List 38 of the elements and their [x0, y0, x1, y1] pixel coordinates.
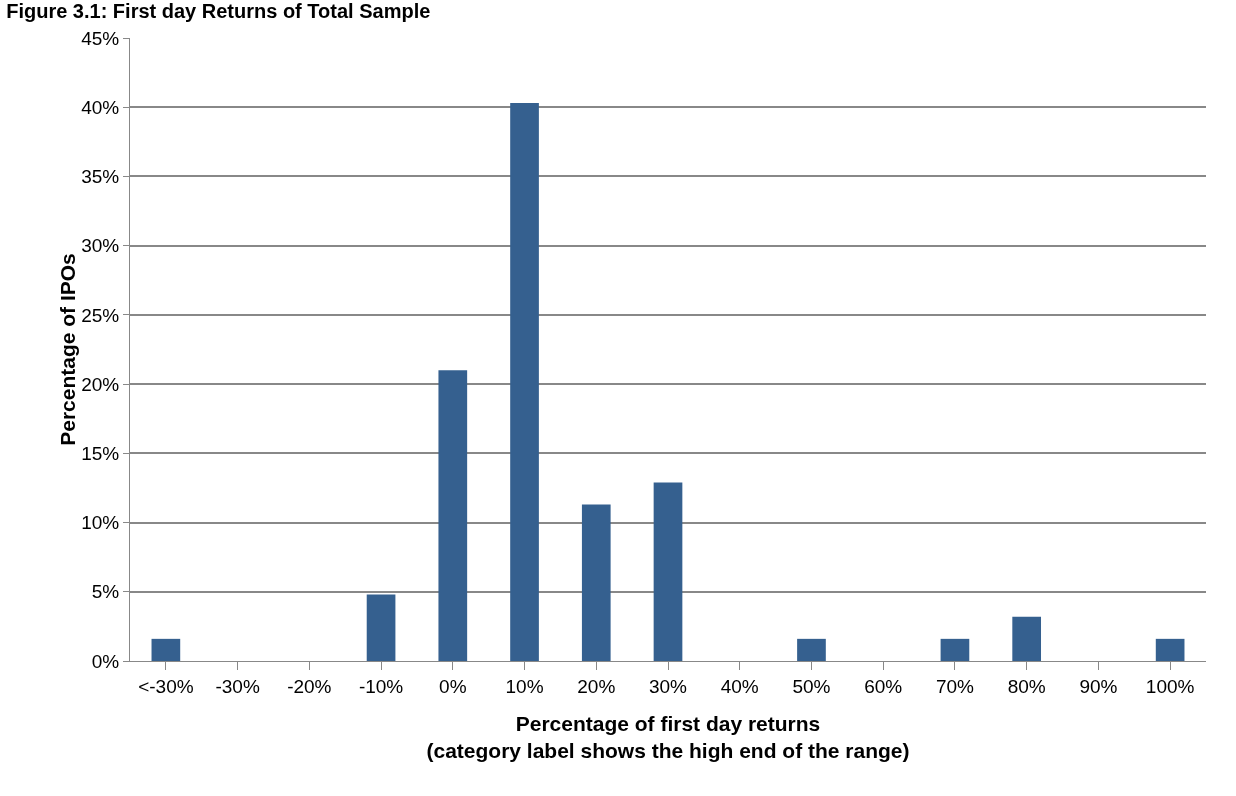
- bar: [797, 638, 826, 661]
- y-tick-label: 5%: [91, 581, 120, 603]
- bar: [151, 638, 181, 661]
- x-axis-title: Percentage of first day returns (category label shows the high end of the range): [426, 712, 910, 763]
- x-tick-label: 50%: [792, 675, 831, 697]
- bar: [366, 594, 396, 661]
- y-axis-title: Percentage of IPOs: [56, 253, 80, 446]
- bar: [438, 370, 468, 661]
- x-tick-label: 30%: [648, 675, 688, 697]
- y-tick-label: 10%: [81, 512, 120, 534]
- bar: [581, 504, 611, 661]
- x-tick-label: 100%: [1145, 675, 1195, 697]
- y-tick-label: 20%: [81, 373, 120, 395]
- bar: [1155, 638, 1185, 661]
- y-tick-label: 15%: [81, 442, 120, 464]
- x-tick-label: 0%: [439, 675, 467, 697]
- bar: [510, 103, 539, 661]
- x-tick-label: <-30%: [138, 675, 194, 697]
- y-tick-label: 0%: [91, 650, 120, 672]
- x-tick-label: 10%: [505, 675, 544, 697]
- x-tick-label: 70%: [935, 675, 975, 697]
- y-tick-label: 45%: [81, 27, 120, 49]
- y-tick-label: 25%: [81, 304, 120, 326]
- x-tick-label: -20%: [287, 675, 332, 697]
- y-tick-label: 30%: [81, 235, 120, 257]
- x-tick-label: -10%: [358, 675, 404, 697]
- x-tick-label: 40%: [720, 675, 759, 697]
- x-tick-label: 20%: [577, 675, 616, 697]
- y-tick-label: 40%: [81, 96, 120, 118]
- bar: [1012, 616, 1042, 661]
- x-tick-label: 90%: [1079, 675, 1118, 697]
- x-tick-label: -30%: [215, 675, 260, 697]
- x-tick-label: 80%: [1007, 675, 1046, 697]
- bar: [940, 638, 970, 661]
- y-tick-label: 35%: [81, 166, 120, 188]
- chart-title: Figure 3.1: First day Returns of Total Sample: [6, 0, 431, 22]
- bar: [653, 482, 683, 661]
- x-tick-label: 60%: [864, 675, 903, 697]
